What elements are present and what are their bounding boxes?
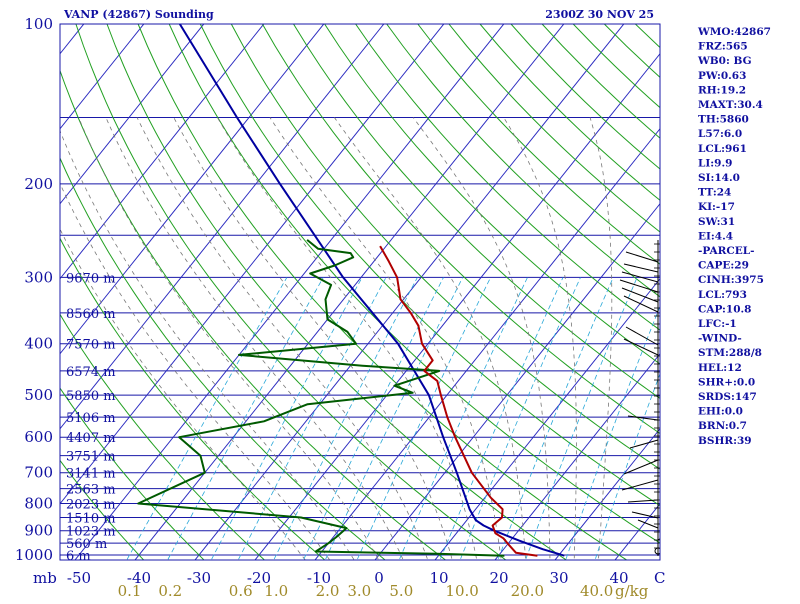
index-item: HEL:12	[698, 362, 742, 374]
height-label: 5106 m	[66, 411, 116, 426]
height-label: 7570 m	[66, 338, 116, 353]
height-label: 6 m	[66, 549, 91, 564]
mixing-ratio-tick-label: 40.0	[580, 582, 613, 600]
mixing-ratio-tick-label: 10.0	[445, 582, 478, 600]
index-item: CAPE:29	[698, 260, 749, 272]
index-item: EHI:0.0	[698, 406, 743, 418]
height-label: 9670 m	[66, 271, 116, 286]
index-item: KI:-17	[698, 201, 735, 213]
mixing-ratio-tick-label: 3.0	[347, 582, 371, 600]
index-item: CAP:10.8	[698, 303, 751, 315]
index-item: EI:4.4	[698, 230, 733, 242]
index-item: SI:14.0	[698, 172, 740, 184]
pressure-tick-label: 300	[24, 268, 53, 286]
index-item: -WIND-	[698, 333, 742, 345]
index-item: WB0: BG	[697, 55, 752, 67]
mixing-ratio-tick-label: 2.0	[316, 582, 340, 600]
pressure-tick-label: 800	[24, 495, 53, 513]
temperature-tick-label: -30	[187, 569, 211, 587]
height-label: 2563 m	[66, 483, 116, 498]
mixing-ratio-tick-label: 1.0	[264, 582, 288, 600]
index-item: BRN:0.7	[698, 420, 747, 432]
index-item: CINH:3975	[698, 274, 764, 286]
mixing-ratio-tick-label: 20.0	[511, 582, 544, 600]
mixing-ratio-tick-label: 0.1	[118, 582, 142, 600]
pressure-tick-label: 1000	[15, 546, 53, 564]
index-item: LI:9.9	[698, 157, 732, 169]
pressure-unit-label: mb	[33, 569, 57, 587]
pressure-tick-label: 500	[24, 386, 53, 404]
temperature-tick-label: -50	[67, 569, 91, 587]
mixing-ratio-unit-label: g/kg	[615, 582, 649, 600]
height-label: 4407 m	[66, 431, 116, 446]
height-label: 8560 m	[66, 307, 116, 322]
index-item: STM:288/8	[698, 347, 762, 359]
index-item: TH:5860	[698, 114, 749, 126]
temperature-tick-label: 0	[374, 569, 384, 587]
height-label: 3141 m	[66, 467, 116, 482]
temperature-tick-label: 20	[489, 569, 508, 587]
index-item: -PARCEL-	[698, 245, 754, 257]
pressure-tick-label: 400	[24, 335, 53, 353]
height-label: 5850 m	[66, 389, 116, 404]
index-item: FRZ:565	[698, 41, 748, 53]
index-item: SRDS:147	[698, 391, 757, 403]
index-item: BSHR:39	[698, 435, 752, 447]
sounding-time: 2300Z 30 NOV 25	[545, 8, 654, 21]
pressure-tick-label: 200	[24, 175, 53, 193]
temperature-unit-label: C	[654, 569, 665, 587]
pressure-tick-label: 700	[24, 464, 53, 482]
index-item: WMO:42867	[697, 26, 771, 38]
index-item: SW:31	[698, 216, 735, 228]
height-label: 3751 m	[66, 450, 116, 465]
index-item: LCL:961	[698, 143, 747, 155]
pressure-tick-label: 900	[24, 522, 53, 540]
mixing-ratio-tick-label: 0.6	[229, 582, 253, 600]
mixing-ratio-tick-label: 5.0	[389, 582, 413, 600]
height-labels: 9670 m 8560 m 7570 m 6574 m 5850 m 5106 m 4407…	[66, 271, 116, 564]
height-label: 2023 m	[66, 498, 116, 513]
mixing-ratio-tick-label: 0.2	[158, 582, 182, 600]
index-item: PW:0.63	[698, 70, 746, 82]
index-item: MAXT:30.4	[698, 99, 763, 111]
station-title: VANP (42867) Sounding	[63, 8, 214, 21]
height-label: 6574 m	[66, 365, 116, 380]
temperature-tick-label: 30	[549, 569, 568, 587]
pressure-tick-label: 100	[24, 15, 53, 33]
index-item: LFC:-1	[698, 318, 737, 330]
index-item: LCL:793	[698, 289, 747, 301]
index-item: TT:24	[698, 187, 731, 199]
index-item: SHR+:0.0	[698, 376, 755, 388]
pressure-tick-label: 600	[24, 428, 53, 446]
index-item: RH:19.2	[698, 84, 746, 96]
index-item: L57:6.0	[698, 128, 742, 140]
